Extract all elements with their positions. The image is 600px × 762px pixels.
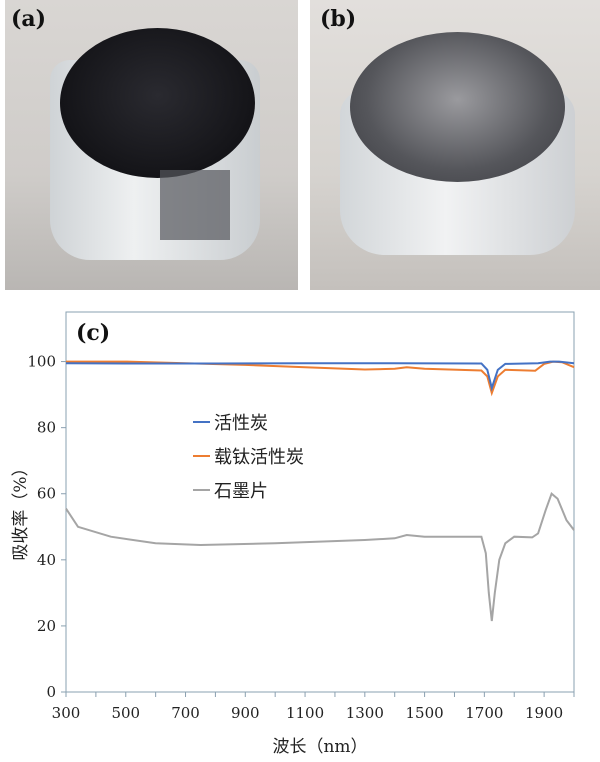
absorption-chart: (c) 300 500 700 900 1100 1300 1500 1700 1900 0 20 4…: [11, 311, 575, 757]
series-line-石墨片: [65, 492, 575, 622]
plot-frame: [65, 311, 575, 693]
x-tick-label: 900: [231, 704, 260, 722]
x-axis-label: 波长（nm）: [272, 737, 367, 757]
y-tick-label: 40: [37, 551, 56, 569]
series-line-活性炭: [65, 360, 575, 392]
legend-label: 载钛活性炭: [214, 447, 304, 468]
x-tick-label: 700: [171, 704, 200, 722]
panel-label-a: (a): [11, 6, 47, 32]
y-tick-label: 0: [46, 683, 56, 701]
y-tick-label: 80: [37, 419, 56, 437]
x-tick-label: 1500: [405, 704, 443, 722]
y-tick-label: 20: [37, 617, 56, 635]
x-tick-label: 300: [52, 704, 81, 722]
legend-label: 石墨片: [214, 481, 268, 502]
sample-side-dark: [160, 170, 230, 240]
panel-label-c: (c): [76, 320, 110, 346]
photo-ti-loaded-carbon: (b): [310, 0, 600, 290]
legend-label: 活性炭: [214, 413, 268, 434]
x-tick-label: 1900: [525, 704, 563, 722]
panel-label-b: (b): [320, 6, 357, 32]
x-tick-label: 1100: [286, 704, 324, 722]
y-tick-label: 100: [27, 353, 56, 371]
series-line-载钛活性炭: [66, 360, 575, 397]
y-axis-label: 吸收率（%）: [11, 459, 31, 560]
x-tick-label: 500: [111, 704, 140, 722]
x-tick-label: 1300: [346, 704, 384, 722]
x-tick-label: 1700: [465, 704, 503, 722]
photo-activated-carbon: (a): [5, 0, 298, 290]
sample-top: [60, 28, 255, 178]
sample-top: [350, 32, 565, 182]
y-tick-label: 60: [37, 485, 56, 503]
